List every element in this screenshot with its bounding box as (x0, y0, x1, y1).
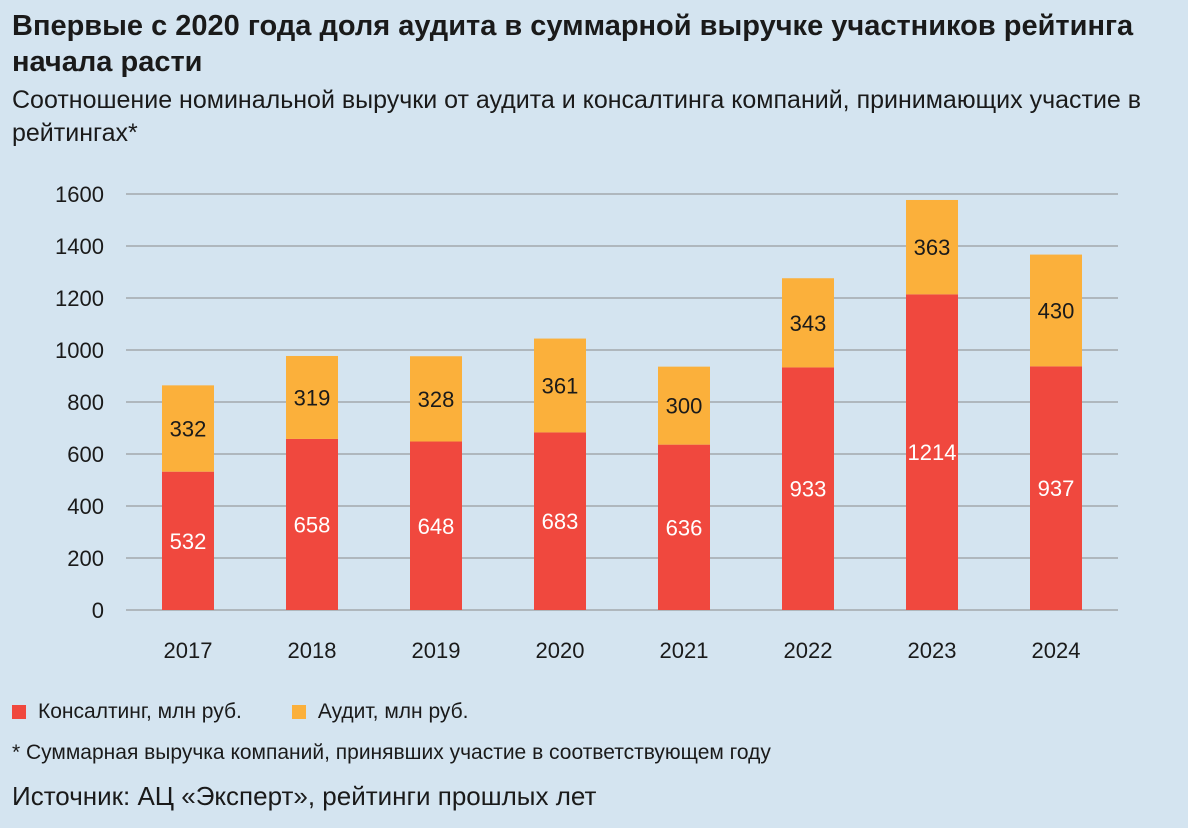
data-label-consulting-2018: 658 (294, 512, 331, 537)
y-tick-label-600: 600 (67, 442, 104, 467)
x-tick-label-2021: 2021 (660, 638, 709, 663)
data-label-consulting-2023: 1214 (908, 440, 957, 465)
data-label-audit-2019: 328 (418, 387, 455, 412)
bar-audit-2023 (906, 199, 958, 295)
bar-consulting-2023 (906, 294, 958, 610)
bar-audit-2018 (286, 355, 338, 439)
y-tick-label-200: 200 (67, 546, 104, 571)
bars (162, 199, 1082, 610)
y-tick-label-400: 400 (67, 494, 104, 519)
stacked-bar-chart: 0 200 400 600 800 1000 1200 1400 1600 532 332 658 3… (55, 182, 1118, 663)
x-tick-label-2023: 2023 (908, 638, 957, 663)
bar-audit-2020 (534, 338, 586, 433)
bar-consulting-2024 (1030, 366, 1082, 610)
footnote: * Суммарная выручка компаний, принявших … (12, 741, 771, 764)
bar-audit-2017 (162, 385, 214, 472)
data-label-consulting-2021: 636 (666, 515, 703, 540)
y-tick-label-1400: 1400 (55, 234, 104, 259)
bar-consulting-2019 (410, 441, 462, 610)
x-tick-label-2022: 2022 (784, 638, 833, 663)
x-tick-label-2019: 2019 (412, 638, 461, 663)
data-label-audit-2023: 363 (914, 235, 951, 260)
chart-subtitle: Соотношение номинальной выручки от аудит… (12, 86, 1142, 147)
bar-consulting-2021 (658, 444, 710, 610)
legend-item-consulting: Консалтинг, млн руб. (12, 700, 242, 724)
x-tick-label-2020: 2020 (536, 638, 585, 663)
data-label-audit-2022: 343 (790, 311, 827, 336)
y-tick-label-800: 800 (67, 390, 104, 415)
y-tick-label-0: 0 (92, 598, 104, 623)
y-axis-ticks: 0 200 400 600 800 1000 1200 1400 1600 (55, 182, 104, 623)
data-label-audit-2020: 361 (542, 373, 579, 398)
gridlines (126, 193, 1118, 611)
legend-label-audit: Аудит, млн руб. (317, 700, 469, 723)
legend-swatch-audit (291, 705, 306, 719)
bar-consulting-2022 (782, 367, 834, 610)
x-tick-label-2017: 2017 (164, 638, 213, 663)
data-label-consulting-2017: 532 (170, 529, 207, 554)
bar-audit-2021 (658, 366, 710, 445)
data-label-audit-2024: 430 (1038, 298, 1075, 323)
x-tick-label-2018: 2018 (288, 638, 337, 663)
bar-audit-2019 (410, 356, 462, 442)
chart-title: Впервые с 2020 года доля аудита в суммар… (12, 10, 1134, 78)
bar-consulting-2017 (162, 471, 214, 610)
data-label-consulting-2019: 648 (418, 514, 455, 539)
x-axis-ticks: 2017 2018 2019 2020 2021 2022 2023 2024 (164, 638, 1081, 663)
y-tick-label-1200: 1200 (55, 286, 104, 311)
bar-audit-2024 (1030, 254, 1082, 367)
legend-swatch-consulting (12, 705, 26, 719)
bar-audit-2022 (782, 278, 834, 368)
y-tick-label-1000: 1000 (55, 338, 104, 363)
data-label-audit-2018: 319 (294, 385, 331, 410)
data-labels: 532 332 658 319 648 328 683 361 636 300 933 343 1214… (170, 235, 1075, 554)
source-note: Источник: АЦ «Эксперт», рейтинги прошлых… (12, 781, 597, 811)
data-label-audit-2017: 332 (170, 417, 207, 442)
x-tick-label-2024: 2024 (1032, 638, 1081, 663)
bar-consulting-2018 (286, 438, 338, 610)
legend-label-consulting: Консалтинг, млн руб. (38, 700, 242, 723)
data-label-consulting-2022: 933 (790, 477, 827, 502)
data-label-consulting-2024: 937 (1038, 476, 1075, 501)
y-tick-label-1600: 1600 (55, 182, 104, 207)
bar-consulting-2020 (534, 432, 586, 610)
data-label-consulting-2020: 683 (542, 509, 579, 534)
legend: Консалтинг, млн руб. Аудит, млн руб. (12, 700, 519, 724)
legend-item-audit: Аудит, млн руб. (291, 700, 469, 724)
data-label-audit-2021: 300 (666, 394, 703, 419)
